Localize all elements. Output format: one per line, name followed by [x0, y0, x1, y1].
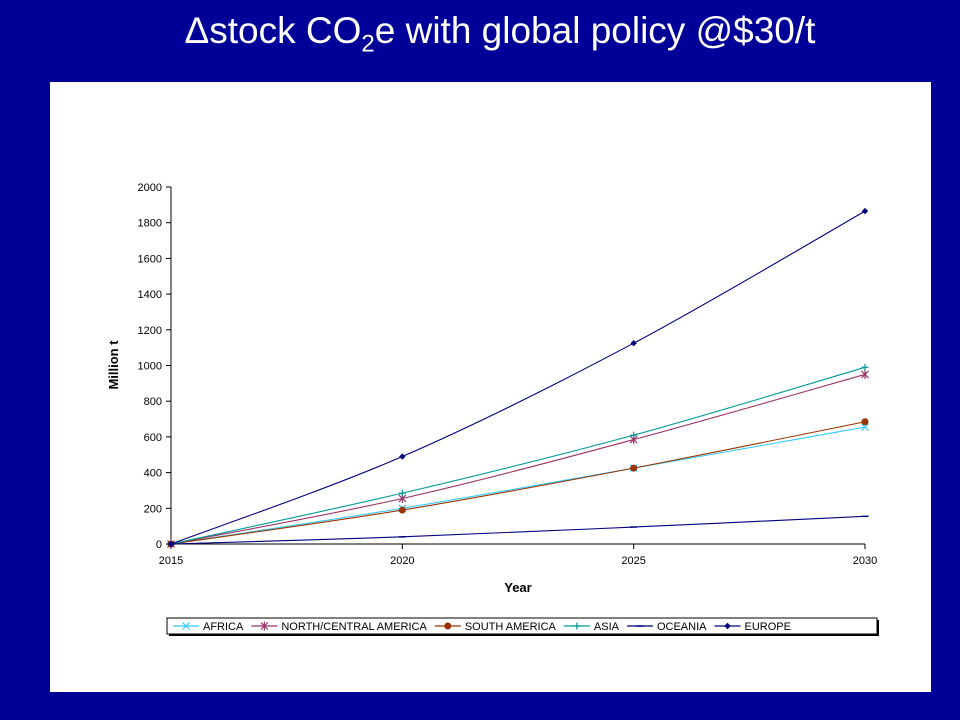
y-tick-label: 2000	[138, 182, 162, 194]
y-tick-label: 800	[144, 396, 162, 408]
data-point	[861, 363, 869, 371]
x-axis-label: Year	[504, 580, 531, 595]
data-point	[182, 622, 190, 630]
data-point	[630, 431, 638, 439]
data-point	[861, 418, 869, 426]
data-point	[398, 489, 406, 497]
legend-label: AFRICA	[203, 621, 244, 633]
series-line-asia	[170, 366, 866, 545]
y-tick-label: 200	[144, 503, 162, 515]
y-tick-label: 600	[144, 432, 162, 444]
y-tick-label: 1400	[138, 289, 162, 301]
title-text-main: Δstock CO	[184, 10, 362, 51]
data-point	[167, 540, 175, 548]
data-point	[573, 622, 581, 630]
y-tick-label: 1600	[138, 253, 162, 265]
y-tick-label: 0	[156, 539, 162, 551]
data-point	[444, 622, 452, 630]
data-point	[861, 207, 869, 215]
legend-label: ASIA	[594, 621, 620, 633]
x-tick-label: 2030	[853, 555, 877, 567]
legend-box	[166, 617, 878, 635]
chart-plot-area	[167, 207, 869, 549]
data-point	[399, 453, 406, 460]
x-tick-label: 2015	[159, 555, 183, 567]
data-point	[630, 464, 638, 472]
y-tick-label: 1000	[138, 361, 162, 373]
data-point	[724, 622, 731, 630]
series-line-oceania	[170, 515, 866, 545]
series-line-europe	[170, 210, 866, 545]
legend-item: AFRICA	[173, 621, 244, 633]
data-point	[398, 506, 406, 514]
slide-title: Δstock CO2e with global policy @$30/t	[0, 10, 960, 58]
data-point	[861, 369, 869, 379]
series-line-north-central-america	[170, 373, 866, 545]
series-line-africa	[170, 426, 866, 545]
chart-panel: 0 200 400 600 800 1000 1200 1400 1600 1800 2000 201…	[50, 82, 931, 692]
legend-label: SOUTH AMERICA	[465, 621, 557, 633]
data-point	[861, 423, 869, 432]
legend-item: OCEANIA	[626, 621, 707, 633]
data-point	[260, 621, 269, 631]
y-tick-label: 1800	[138, 218, 162, 230]
series-line-south-america	[170, 421, 866, 545]
x-tick-label: 2020	[390, 555, 414, 567]
y-axis-label: Million t	[106, 340, 121, 390]
title-text-rest: e with global policy @$30/t	[374, 10, 816, 51]
chart-axes: 0 200 400 600 800 1000 1200 1400 1600 1800 2000 201…	[138, 182, 878, 567]
y-tick-label: 1200	[138, 325, 162, 337]
y-tick-label: 400	[144, 468, 162, 480]
legend-item: EUROPE	[714, 621, 791, 633]
legend-item: SOUTH AMERICA	[434, 621, 557, 633]
legend-item: ASIA	[563, 621, 620, 633]
line-chart: 0 200 400 600 800 1000 1200 1400 1600 1800 2000 201…	[106, 182, 879, 636]
legend-item: NORTH/CENTRAL AMERICA	[251, 621, 427, 633]
title-subscript: 2	[361, 30, 375, 58]
x-tick-label: 2025	[621, 555, 645, 567]
legend-label: OCEANIA	[657, 621, 707, 633]
data-point	[630, 339, 637, 347]
legend-label: NORTH/CENTRAL AMERICA	[281, 621, 427, 633]
legend-label: EUROPE	[744, 621, 790, 633]
chart-legend: AFRICA NORTH/CENTRAL AMERICA SOUTH AMERICA…	[166, 617, 879, 636]
